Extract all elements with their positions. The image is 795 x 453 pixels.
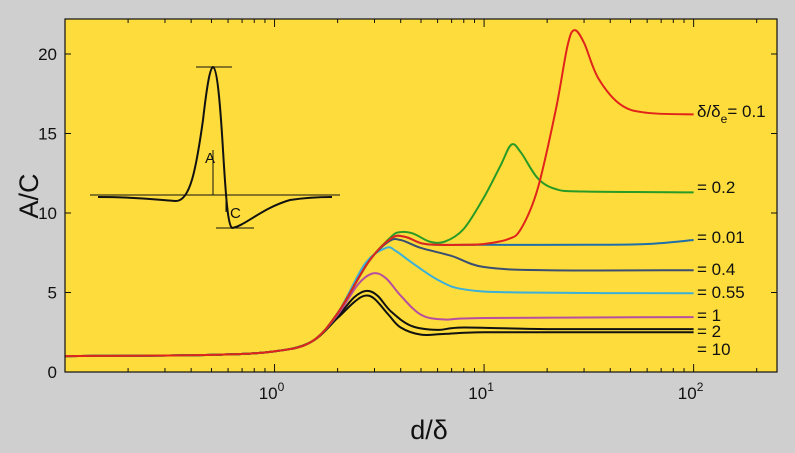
series-label-10: = 10 [697, 340, 731, 359]
y-tick-label: 10 [38, 204, 57, 223]
x-tick-label: 100 [259, 380, 285, 403]
ticks-layer: 0 5 10 15 20 100 101 102 [38, 19, 777, 403]
inset-label-a: A [205, 150, 215, 167]
series-label-0_01: = 0.01 [697, 228, 745, 247]
series-label-2: = 2 [697, 322, 721, 341]
y-tick-label: 20 [38, 45, 57, 64]
inset-diagram: A C [90, 65, 340, 230]
series-label-0_55: = 0.55 [697, 283, 745, 302]
series-layer [64, 29, 694, 358]
y-tick-label: 5 [48, 283, 57, 302]
y-axis-title: A/C [14, 173, 44, 218]
series-label-0_4: = 0.4 [697, 260, 735, 279]
x-tick-label: 102 [678, 380, 704, 403]
inset-label-c: C [230, 205, 241, 222]
x-tick-label: 101 [468, 380, 494, 403]
series-line-0_1 [64, 29, 694, 358]
y-tick-label: 15 [38, 124, 57, 143]
series-label-1: = 1 [697, 306, 721, 325]
y-tick-label: 0 [48, 363, 57, 382]
inset-curve [97, 65, 333, 230]
series-label-0_2: = 0.2 [697, 178, 735, 197]
x-axis-title: d/δ [410, 415, 448, 445]
